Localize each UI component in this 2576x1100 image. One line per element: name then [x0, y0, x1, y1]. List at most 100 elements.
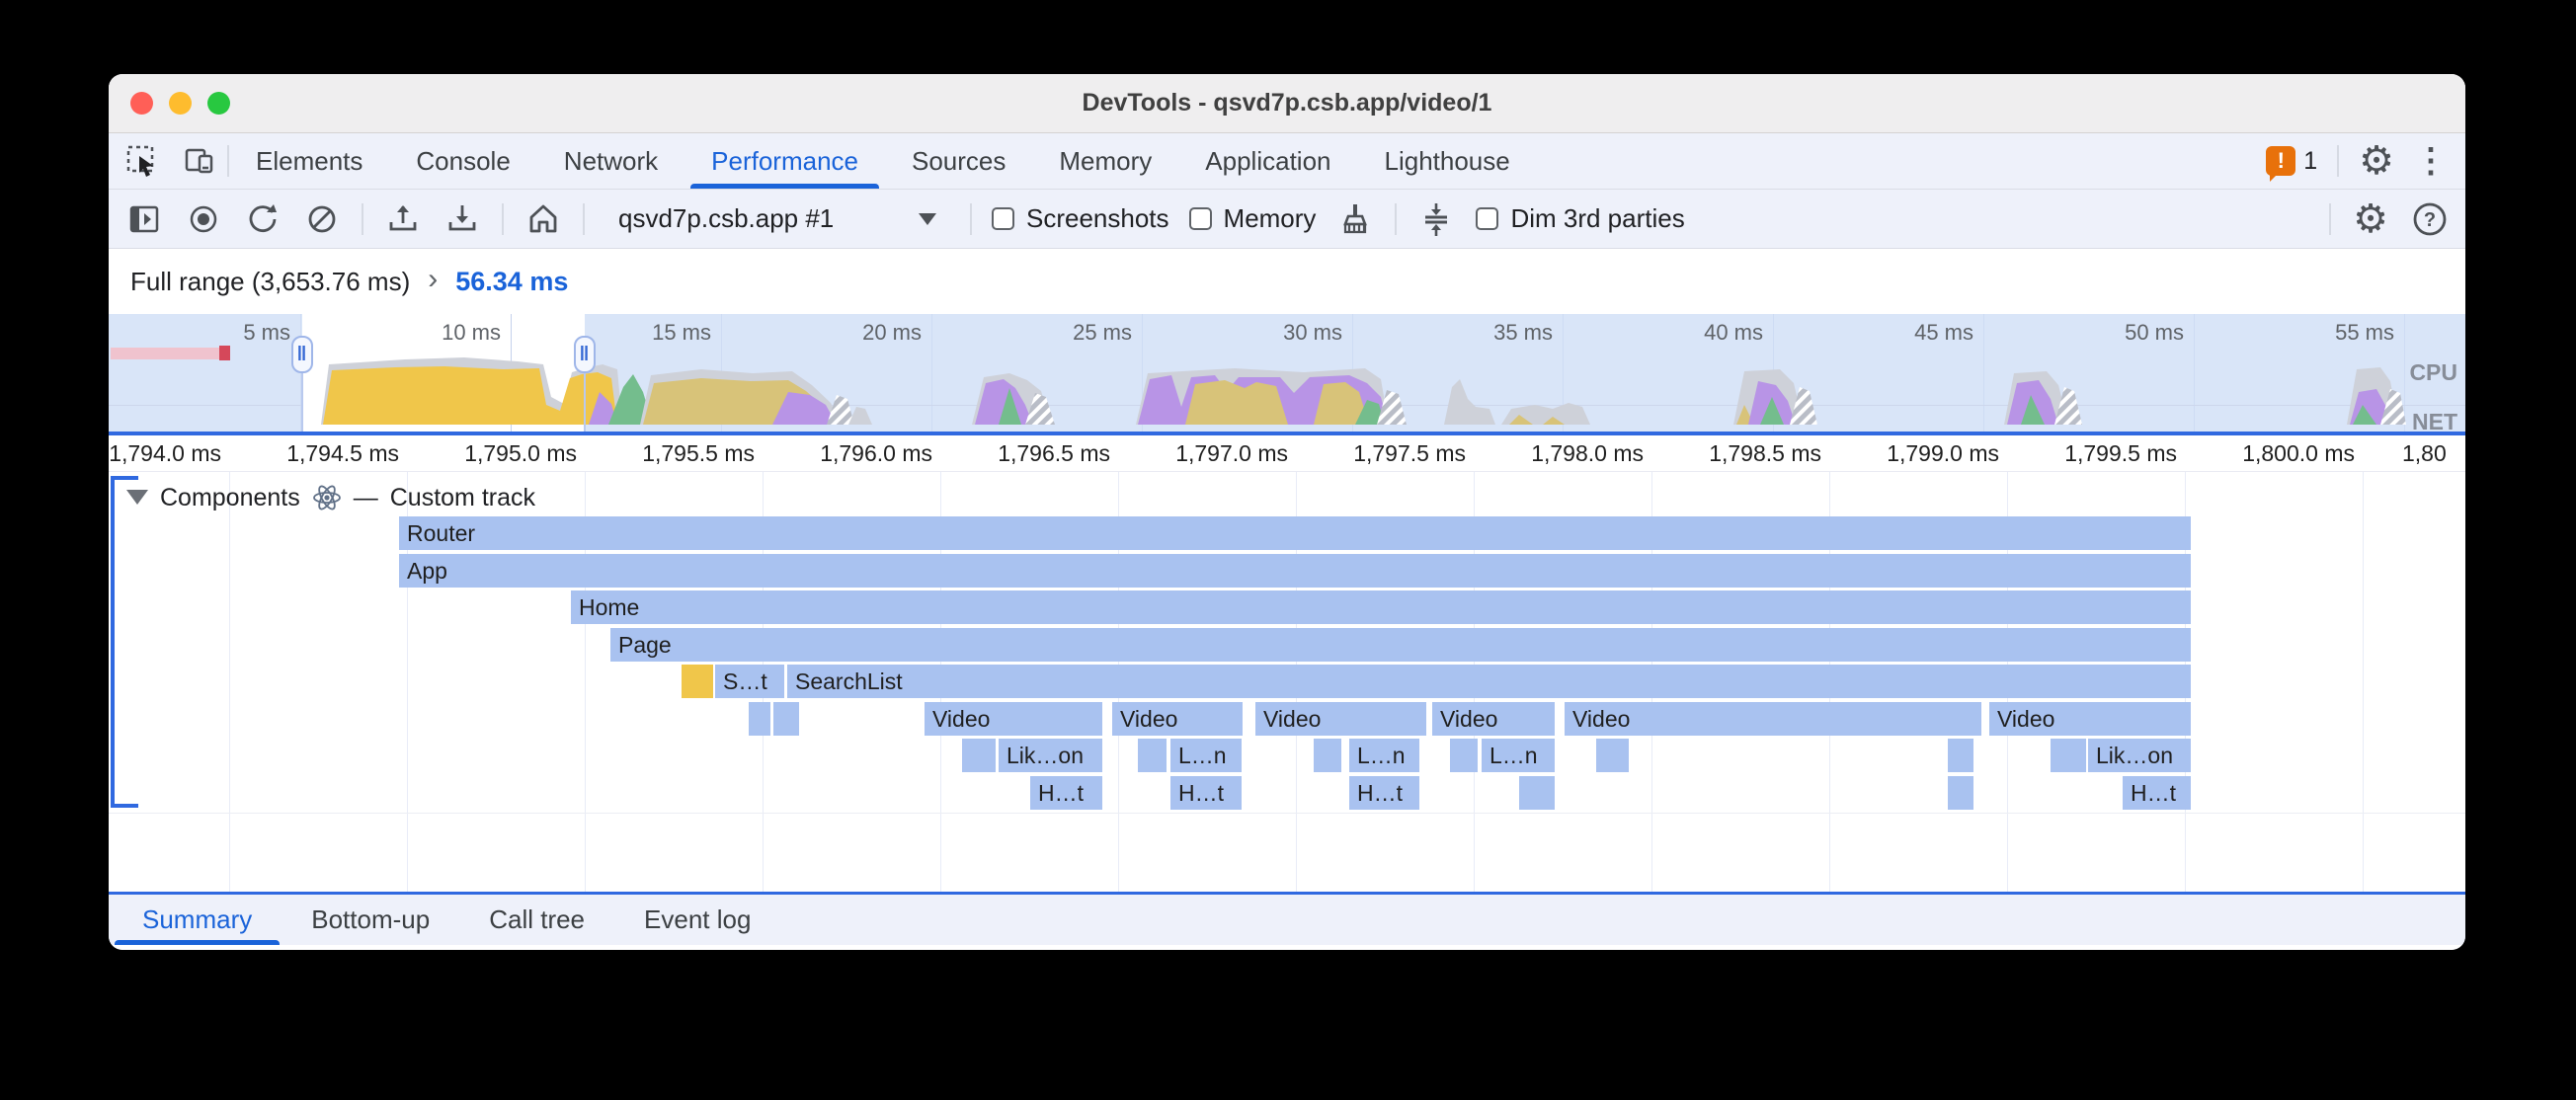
ruler-tick-label: 1,794.0 ms	[109, 440, 221, 466]
flame-bar[interactable]	[773, 701, 799, 736]
flame-bar[interactable]	[962, 739, 996, 772]
track-header[interactable]: Components — Custom track	[126, 480, 535, 515]
screenshots-checkbox[interactable]: Screenshots	[992, 203, 1169, 234]
flame-bar[interactable]	[1596, 739, 1629, 772]
overview-tick-label: 15 ms	[652, 320, 711, 345]
ruler-tick-label: 1,795.0 ms	[464, 440, 577, 466]
minimize-button[interactable]	[169, 92, 192, 115]
flame-bar-router[interactable]: Router	[399, 516, 2191, 550]
record-icon[interactable]	[184, 199, 223, 239]
timeline-overview[interactable]: 5 ms 10 ms 15 ms 20 ms 25 ms 30 ms 35 ms 40 ms 4…	[109, 314, 2465, 432]
flame-bar[interactable]	[749, 701, 770, 736]
target-select[interactable]: qsvd7p.csb.app #1	[604, 197, 950, 241]
more-menu-icon[interactable]: ⋮	[2414, 142, 2448, 180]
collect-garbage-icon[interactable]	[1335, 199, 1375, 239]
zoom-button[interactable]	[207, 92, 230, 115]
overview-tick-label: 30 ms	[1283, 320, 1342, 345]
details-tabbar: Summary Bottom-up Call tree Event log	[109, 892, 2465, 945]
details-tab-event-log[interactable]: Event log	[644, 904, 752, 934]
tab-application[interactable]: Application	[1205, 145, 1331, 176]
devtools-window: DevTools - qsvd7p.csb.app/video/1 Elemen…	[109, 74, 2465, 950]
flame-bar[interactable]	[1519, 775, 1555, 810]
flame-bar-ln[interactable]: L…n	[1170, 739, 1242, 772]
flame-bar[interactable]	[1314, 739, 1341, 772]
ruler-tick-label: 1,799.0 ms	[1887, 440, 1999, 466]
overview-tick-label: 35 ms	[1493, 320, 1553, 345]
tab-sources[interactable]: Sources	[912, 145, 1006, 176]
overview-tick-label: 50 ms	[2125, 320, 2184, 345]
tab-elements[interactable]: Elements	[256, 145, 363, 176]
tab-network[interactable]: Network	[563, 145, 659, 176]
live-metrics-home-icon[interactable]	[523, 199, 563, 239]
tab-lighthouse[interactable]: Lighthouse	[1384, 145, 1510, 176]
settings-gear-icon[interactable]: ⚙	[2359, 139, 2394, 183]
save-profile-icon[interactable]	[443, 199, 482, 239]
flame-bar[interactable]	[1948, 775, 1973, 810]
load-profile-icon[interactable]	[383, 199, 423, 239]
flame-bar[interactable]	[1948, 739, 1973, 772]
tab-memory[interactable]: Memory	[1059, 145, 1153, 176]
ruler-tick-label: 1,794.5 ms	[286, 440, 399, 466]
flame-bar-likon[interactable]: Lik…on	[999, 739, 1102, 772]
details-tab-bottom-up[interactable]: Bottom-up	[311, 904, 431, 934]
breadcrumb-selected-range[interactable]: 56.34 ms	[455, 266, 569, 296]
flame-bar-likon[interactable]: Lik…on	[2088, 739, 2191, 772]
flame-chart[interactable]: Components — Custom track Router App Home P…	[109, 472, 2465, 892]
flame-bar-video[interactable]: Video	[1565, 701, 1981, 736]
selection-handle-left[interactable]: ‖	[291, 336, 313, 373]
overview-tick-label: 55 ms	[2335, 320, 2394, 345]
ruler-tick-label: 1,797.5 ms	[1353, 440, 1466, 466]
tab-console[interactable]: Console	[416, 145, 511, 176]
flame-bar-video[interactable]: Video	[925, 701, 1102, 736]
flame-bar[interactable]	[1450, 739, 1478, 772]
help-icon[interactable]: ?	[2410, 199, 2450, 239]
collapse-triangle-icon[interactable]	[126, 490, 148, 515]
svg-text:?: ?	[2424, 209, 2436, 231]
collapse-flame-icon[interactable]	[1416, 199, 1456, 239]
inspect-element-icon[interactable]	[122, 141, 162, 181]
flame-bar-video[interactable]: Video	[1432, 701, 1555, 736]
flame-bar-ln[interactable]: L…n	[1482, 739, 1555, 772]
flame-bar-video[interactable]: Video	[1989, 701, 2191, 736]
record-and-reload-icon[interactable]	[243, 199, 282, 239]
dim-3rd-parties-checkbox[interactable]: Dim 3rd parties	[1476, 203, 1685, 234]
flame-bar-searchlist[interactable]: SearchList	[787, 665, 2191, 698]
device-toolbar-icon[interactable]	[180, 141, 219, 181]
selection-handle-right[interactable]: ‖	[574, 336, 596, 373]
overview-shade-left	[109, 314, 302, 432]
track-suffix: Custom track	[389, 483, 536, 511]
cpu-activity-chart	[321, 357, 2406, 425]
panel-divider	[109, 432, 2465, 435]
details-tab-call-tree[interactable]: Call tree	[489, 904, 586, 934]
flame-bar-home[interactable]: Home	[571, 590, 2191, 624]
issues-badge-icon[interactable]: !	[2266, 146, 2296, 182]
separator	[227, 145, 229, 177]
breadcrumb-full-range[interactable]: Full range (3,653.76 ms)	[130, 266, 411, 296]
breadcrumb-chevron-icon: ›	[428, 263, 439, 295]
flame-bar-st[interactable]: S…t	[715, 665, 784, 698]
clear-icon[interactable]	[302, 199, 342, 239]
flame-gridline	[2363, 472, 2364, 892]
flame-bar[interactable]	[1138, 739, 1167, 772]
memory-checkbox[interactable]: Memory	[1188, 203, 1316, 234]
flame-bar-page[interactable]: Page	[610, 627, 2191, 662]
close-button[interactable]	[130, 92, 153, 115]
flame-bar-app[interactable]: App	[399, 553, 2191, 588]
separator	[970, 202, 972, 235]
flame-bar-ht[interactable]: H…t	[1030, 775, 1102, 810]
flame-bar[interactable]	[682, 665, 713, 698]
capture-settings-gear-icon[interactable]: ⚙	[2353, 196, 2388, 241]
chevron-down-icon	[919, 212, 936, 234]
flame-bar-ht[interactable]: H…t	[2123, 775, 2191, 810]
flame-bar-ht[interactable]: H…t	[1349, 775, 1419, 810]
flame-bar-ht[interactable]: H…t	[1170, 775, 1242, 810]
flame-bar-ln[interactable]: L…n	[1349, 739, 1419, 772]
overview-tick-label: 25 ms	[1073, 320, 1132, 345]
details-tab-summary[interactable]: Summary	[113, 895, 282, 945]
tab-performance[interactable]: Performance	[684, 133, 885, 189]
flame-bar-video[interactable]: Video	[1112, 701, 1243, 736]
toggle-sidebar-icon[interactable]	[124, 199, 164, 239]
flame-bar[interactable]	[2051, 739, 2086, 772]
track-dash: —	[353, 483, 378, 511]
flame-bar-video[interactable]: Video	[1255, 701, 1426, 736]
